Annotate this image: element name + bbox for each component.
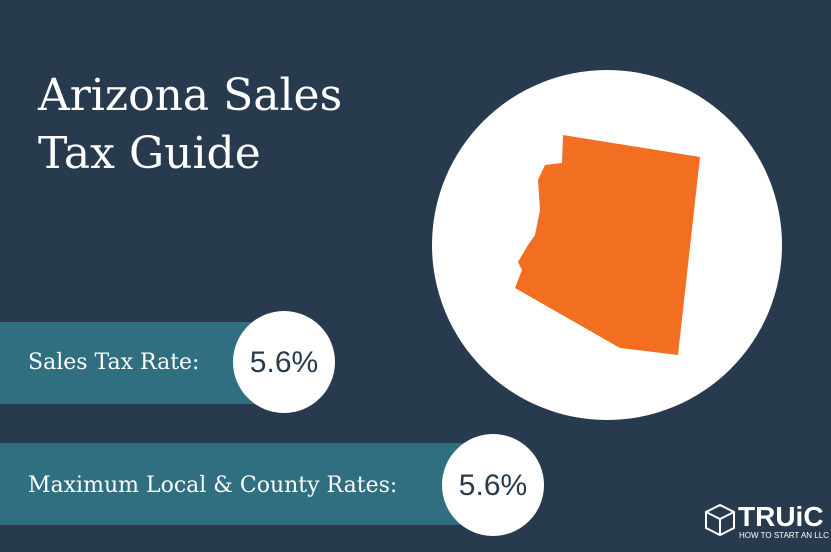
logo-tagline: HOW TO START AN LLC — [739, 531, 829, 540]
arizona-shape — [515, 135, 700, 355]
logo-name: TRUiC — [738, 501, 824, 532]
row-label: Sales Tax Rate: — [28, 350, 199, 375]
row-value: 5.6% — [250, 346, 318, 379]
row-label: Maximum Local & County Rates: — [28, 473, 397, 498]
rate-bar — [0, 443, 493, 525]
value-circle — [233, 311, 335, 413]
title-line: Arizona Sales — [37, 70, 342, 121]
logo-icon — [705, 503, 735, 537]
title-line: Tax Guide — [38, 128, 261, 179]
row-value: 5.6% — [459, 469, 527, 502]
value-circle — [442, 434, 544, 536]
